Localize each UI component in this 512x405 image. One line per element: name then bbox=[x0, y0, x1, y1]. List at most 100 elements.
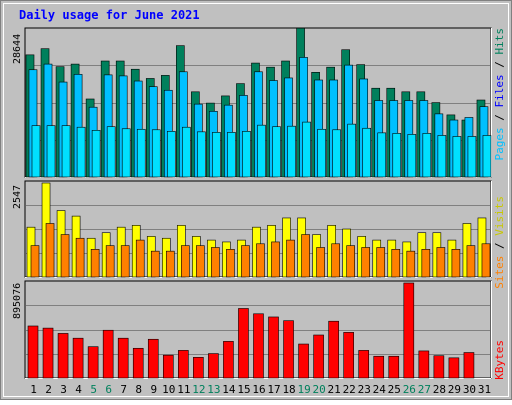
pages-bar bbox=[182, 126, 191, 178]
chart-title: Daily usage for June 2021 bbox=[19, 8, 200, 22]
day-label: 12 bbox=[192, 383, 205, 396]
sites-bar bbox=[316, 247, 325, 278]
kbytes-bar bbox=[27, 325, 39, 379]
pages-bar bbox=[212, 132, 221, 178]
kbytes-bar bbox=[162, 354, 174, 379]
day-label: 29 bbox=[448, 383, 461, 396]
day-label: 9 bbox=[150, 383, 157, 396]
day-label: 16 bbox=[252, 383, 265, 396]
kbytes-bar bbox=[223, 341, 234, 379]
day-label: 17 bbox=[267, 383, 280, 396]
pages-bar bbox=[347, 123, 356, 178]
kbytes-bar bbox=[208, 353, 219, 379]
day-label: 11 bbox=[177, 383, 190, 396]
sites-bar bbox=[286, 239, 295, 278]
kbytes-bar bbox=[313, 334, 324, 379]
pages-bar bbox=[91, 129, 101, 178]
pages-bar bbox=[452, 136, 462, 178]
sites-bar bbox=[481, 243, 491, 278]
legend-series-name: Hits bbox=[493, 28, 506, 55]
chart-inner-border bbox=[3, 3, 509, 397]
day-label: 28 bbox=[433, 383, 446, 396]
legend-separator: / bbox=[493, 236, 506, 256]
sites-bar bbox=[466, 245, 476, 278]
kbytes-panel bbox=[24, 280, 492, 379]
pages-bar bbox=[317, 128, 326, 178]
sites-bar bbox=[196, 245, 205, 278]
day-label: 5 bbox=[90, 383, 97, 396]
right-legend-labels: Pages / Files / Hits Sites / Visits KBytes bbox=[493, 28, 506, 380]
sites-bar bbox=[105, 245, 115, 278]
day-label: 21 bbox=[328, 383, 341, 396]
right-legend-text: KBytes bbox=[493, 340, 506, 380]
legend-separator: / bbox=[493, 108, 506, 128]
day-label: 8 bbox=[135, 383, 142, 396]
kbytes-bar bbox=[72, 337, 84, 379]
sites-bar bbox=[451, 249, 461, 278]
right-legend-text: Sites / Visits bbox=[493, 196, 506, 289]
pages-bar bbox=[392, 133, 402, 178]
hits-y-max-label: 28644 bbox=[12, 34, 23, 64]
kbytes-bar bbox=[418, 350, 430, 379]
kbytes-bar bbox=[403, 282, 415, 379]
kbytes-bar bbox=[358, 350, 370, 379]
kbytes-bar bbox=[102, 329, 114, 379]
kbytes-bar bbox=[448, 357, 460, 379]
hits-files-pages-panel bbox=[24, 27, 492, 178]
pages-bar bbox=[437, 135, 447, 178]
sites-bar bbox=[436, 247, 446, 278]
sites-bar bbox=[90, 249, 100, 278]
sites-bar bbox=[271, 241, 280, 278]
kbytes-y-max-label: 895076 bbox=[12, 283, 23, 319]
sites-bar bbox=[391, 249, 401, 278]
kbytes-bar bbox=[343, 332, 354, 379]
day-label: 13 bbox=[207, 383, 220, 396]
kbytes-bar bbox=[57, 333, 69, 379]
pages-bar bbox=[272, 126, 281, 178]
sites-bar bbox=[331, 243, 340, 278]
pages-bar bbox=[166, 131, 176, 178]
day-label: 25 bbox=[388, 383, 401, 396]
pages-bar bbox=[362, 127, 372, 178]
pages-bar bbox=[121, 128, 131, 178]
kbytes-bar bbox=[193, 357, 204, 379]
sites-bar bbox=[211, 247, 220, 278]
kbytes-bar bbox=[268, 316, 279, 379]
kbytes-bar bbox=[132, 347, 144, 379]
sites-bar bbox=[376, 247, 386, 278]
day-label: 14 bbox=[222, 383, 236, 396]
sites-bar bbox=[361, 247, 371, 278]
kbytes-bar bbox=[178, 350, 189, 379]
day-label: 2 bbox=[45, 383, 52, 396]
sites-bar bbox=[45, 223, 55, 278]
pages-bar bbox=[377, 132, 387, 178]
day-label: 20 bbox=[313, 383, 326, 396]
kbytes-bar bbox=[253, 313, 264, 379]
legend-series-name: KBytes bbox=[493, 340, 506, 380]
pages-bar bbox=[407, 134, 417, 178]
day-label: 26 bbox=[403, 383, 416, 396]
legend-series-name: Visits bbox=[493, 196, 506, 236]
pages-bar bbox=[106, 126, 116, 178]
pages-bar bbox=[302, 121, 311, 178]
sites-bar bbox=[346, 245, 355, 278]
kbytes-bar bbox=[238, 308, 249, 379]
sites-bar bbox=[30, 245, 40, 278]
day-label: 10 bbox=[162, 383, 175, 396]
visits-sites-panel bbox=[24, 180, 492, 278]
day-label: 30 bbox=[463, 383, 476, 396]
pages-bar bbox=[257, 124, 266, 178]
day-label: 27 bbox=[418, 383, 431, 396]
day-label: 19 bbox=[297, 383, 310, 396]
day-label: 4 bbox=[75, 383, 82, 396]
pages-bar bbox=[151, 129, 161, 178]
pages-bar bbox=[482, 135, 492, 178]
kbytes-bar bbox=[433, 355, 445, 379]
kbytes-bar bbox=[298, 343, 309, 379]
day-label: 24 bbox=[373, 383, 387, 396]
pages-bar bbox=[31, 125, 41, 178]
right-legend-text: Pages / Files / Hits bbox=[493, 28, 506, 161]
pages-bar bbox=[61, 125, 71, 178]
kbytes-bar bbox=[283, 320, 294, 379]
